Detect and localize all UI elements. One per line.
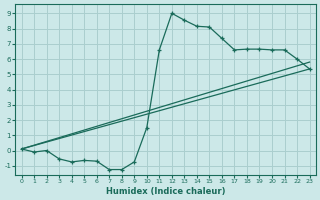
X-axis label: Humidex (Indice chaleur): Humidex (Indice chaleur) xyxy=(106,187,225,196)
